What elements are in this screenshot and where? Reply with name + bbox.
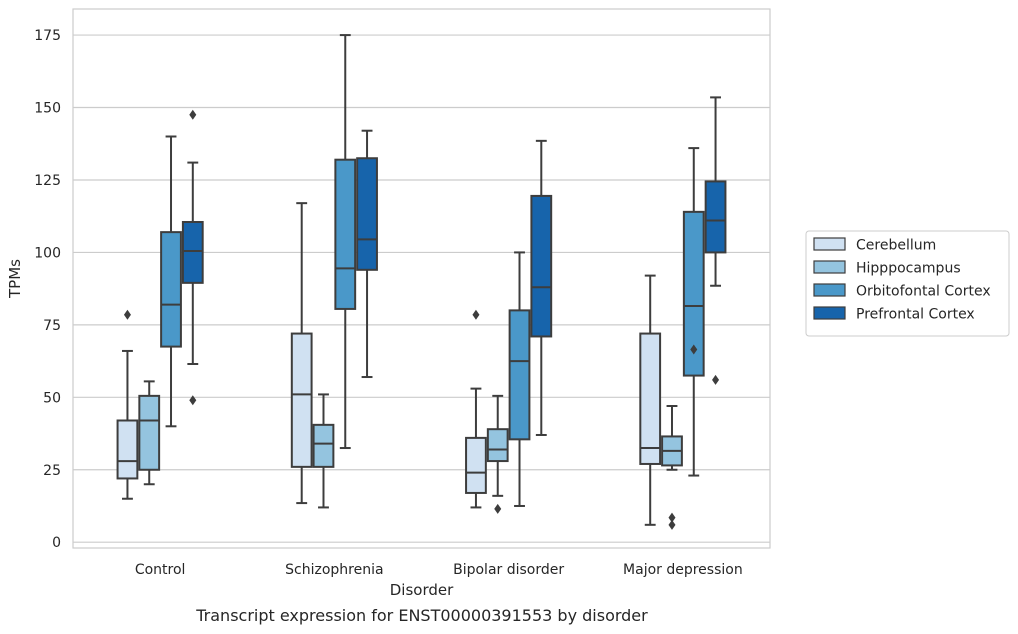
box-group [138,380,161,486]
legend-label: Cerebellum [856,238,936,254]
box-series [116,34,727,530]
box-group [465,309,487,509]
outlier-point [712,374,720,385]
legend-swatch [813,306,846,320]
outlier-point [668,519,676,530]
x-tick-label: Control [135,562,186,578]
outlier-point [690,344,698,355]
plot-frame [72,8,771,549]
y-tick-label: 75 [43,318,61,334]
x-tick-label: Schizophrenia [285,562,383,578]
box-group [486,394,509,514]
box-iqr [334,158,357,310]
outlier-point [189,395,197,406]
y-tick-label: 25 [43,463,61,479]
legend-swatch [813,237,846,251]
y-tick-label: 150 [34,101,61,117]
y-axis-title: TPMs [6,259,24,299]
outlier-point [189,109,197,120]
box-group [661,405,683,530]
x-tick-label: Bipolar disorder [453,562,564,578]
y-tick-label: 100 [34,245,61,261]
box-iqr [486,428,509,463]
legend-swatch [813,260,846,274]
y-tick-label: 125 [34,173,61,189]
box-iqr [704,180,727,254]
box-group [508,251,531,507]
box-group [181,109,204,406]
x-tick-labels: Control Schizophrenia Bipolar disorder Majo… [135,562,743,578]
box-iqr [116,419,139,480]
box-group [334,34,357,450]
legend: Cerebellum Hipppocampus Orbitofontal Corte… [805,230,1010,337]
box-iqr [181,220,204,284]
y-tick-label: 175 [34,28,61,44]
outlier-point [668,512,676,523]
box-iqr [530,194,553,338]
box-iqr [465,436,487,494]
box-group [160,135,182,428]
box-iqr [290,332,313,468]
legend-frame [805,230,1010,337]
outlier-point [123,309,131,320]
box-group [290,202,313,505]
box-group [356,129,378,379]
box-iqr [312,423,335,468]
figure-caption: Transcript expression for ENST0000039155… [196,606,648,625]
box-group [530,139,553,436]
legend-label: Hipppocampus [856,261,961,277]
legend-swatch [813,283,846,297]
x-axis-title: Disorder [390,581,454,599]
box-group [682,147,705,477]
outlier-point [494,503,502,514]
legend-label: Prefrontal Cortex [856,307,975,323]
y-tick-label: 0 [52,535,61,551]
x-tick-label: Major depression [623,562,743,578]
y-tick-label: 50 [43,390,61,406]
outlier-point [472,309,480,320]
box-iqr [138,394,161,471]
box-iqr [508,309,531,441]
box-group [639,274,662,526]
box-group [312,393,335,509]
box-iqr [639,332,662,465]
box-iqr [682,210,705,377]
legend-label: Orbitofontal Cortex [856,284,991,300]
box-group [704,96,727,385]
y-tick-labels: 0 25 50 75 100 125 150 175 [34,28,61,551]
box-group [116,309,139,500]
box-iqr [356,157,378,271]
box-iqr [160,231,182,348]
